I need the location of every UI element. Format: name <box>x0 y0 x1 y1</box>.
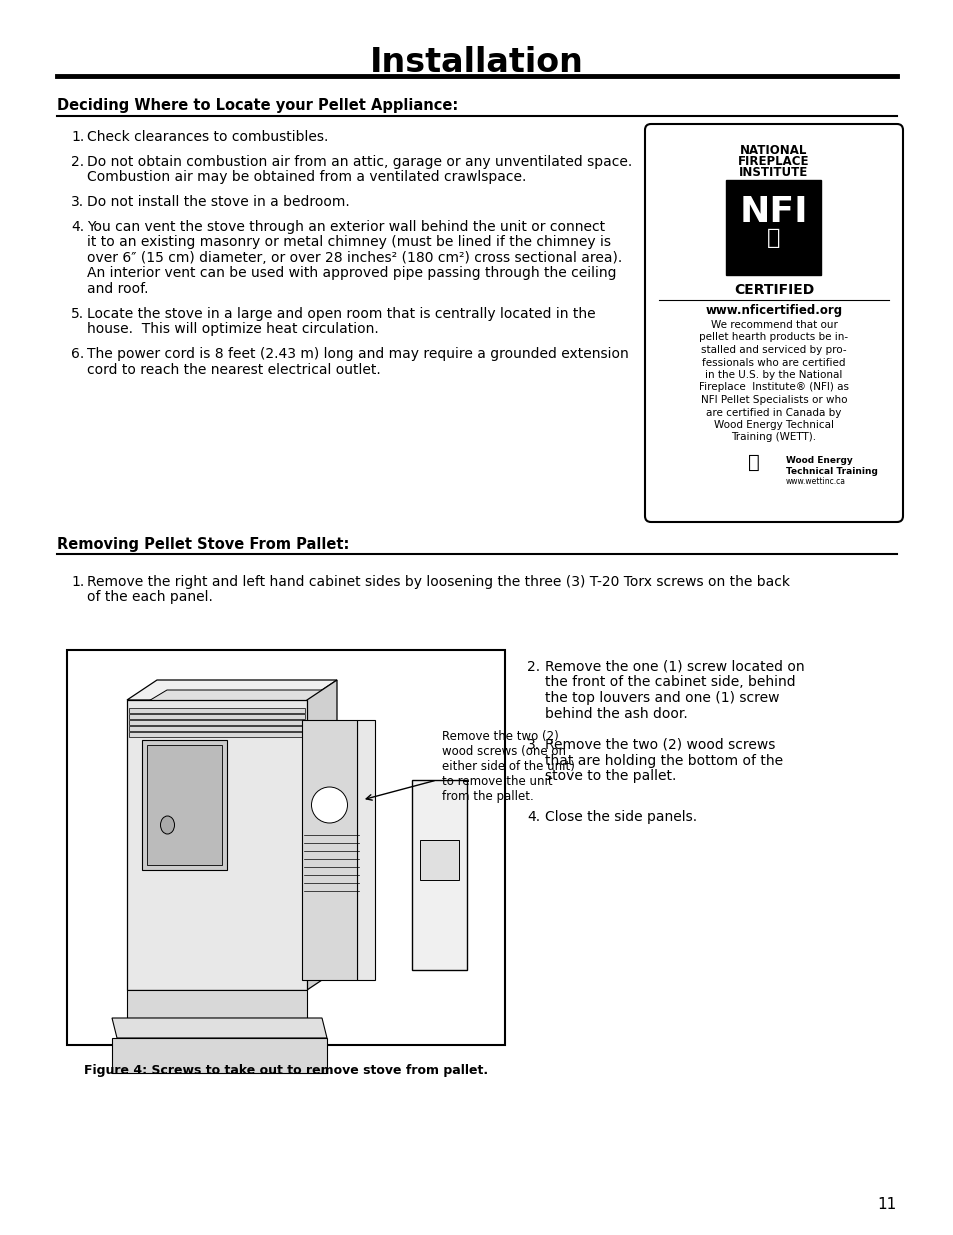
Text: it to an existing masonry or metal chimney (must be lined if the chimney is: it to an existing masonry or metal chimn… <box>87 236 610 249</box>
Text: in the U.S. by the National: in the U.S. by the National <box>704 370 841 380</box>
Text: behind the ash door.: behind the ash door. <box>544 706 687 720</box>
Polygon shape <box>137 690 327 708</box>
Text: are certified in Canada by: are certified in Canada by <box>705 408 841 417</box>
Polygon shape <box>302 720 356 981</box>
Polygon shape <box>129 726 305 731</box>
Polygon shape <box>129 714 305 719</box>
Text: 4.: 4. <box>71 220 84 233</box>
Text: fessionals who are certified: fessionals who are certified <box>701 357 845 368</box>
Text: 2.: 2. <box>71 154 84 169</box>
Text: 🔥: 🔥 <box>766 228 780 248</box>
Text: 🔥: 🔥 <box>747 453 760 472</box>
Text: Do not install the stove in a bedroom.: Do not install the stove in a bedroom. <box>87 195 350 209</box>
Text: Installation: Installation <box>370 46 583 79</box>
Text: Technical Training: Technical Training <box>785 467 877 475</box>
Text: pellet hearth products be in-: pellet hearth products be in- <box>699 332 847 342</box>
Text: Deciding Where to Locate your Pellet Appliance:: Deciding Where to Locate your Pellet App… <box>57 98 457 112</box>
Text: Remove the two (2)
wood screws (one on
either side of the unit)
to remove the un: Remove the two (2) wood screws (one on e… <box>441 730 575 803</box>
Text: 4.: 4. <box>526 810 539 824</box>
Text: Remove the one (1) screw located on: Remove the one (1) screw located on <box>544 659 803 674</box>
Text: An interior vent can be used with approved pipe passing through the ceiling: An interior vent can be used with approv… <box>87 267 616 280</box>
Polygon shape <box>112 1037 327 1073</box>
Text: and roof.: and roof. <box>87 282 149 296</box>
Text: house.  This will optimize heat circulation.: house. This will optimize heat circulati… <box>87 322 378 336</box>
Bar <box>67 650 504 1045</box>
Text: Check clearances to combustibles.: Check clearances to combustibles. <box>87 130 328 144</box>
Polygon shape <box>127 700 307 990</box>
Text: 3.: 3. <box>526 739 539 752</box>
Text: NFI Pellet Specialists or who: NFI Pellet Specialists or who <box>700 395 846 405</box>
Polygon shape <box>142 740 227 869</box>
Text: 1.: 1. <box>71 130 84 144</box>
Text: FIREPLACE: FIREPLACE <box>738 156 809 168</box>
Polygon shape <box>129 720 305 725</box>
Circle shape <box>312 787 347 823</box>
Text: You can vent the stove through an exterior wall behind the unit or connect: You can vent the stove through an exteri… <box>87 220 604 233</box>
Text: 11: 11 <box>877 1197 896 1212</box>
Text: The power cord is 8 feet (2.43 m) long and may require a grounded extension: The power cord is 8 feet (2.43 m) long a… <box>87 347 628 361</box>
Text: 5.: 5. <box>71 306 84 321</box>
Text: Remove the two (2) wood screws: Remove the two (2) wood screws <box>544 739 775 752</box>
Text: We recommend that our: We recommend that our <box>710 320 837 330</box>
Polygon shape <box>112 1018 327 1037</box>
Text: 2.: 2. <box>526 659 539 674</box>
Text: NFI: NFI <box>739 195 807 228</box>
Text: the front of the cabinet side, behind: the front of the cabinet side, behind <box>544 676 795 689</box>
Text: of the each panel.: of the each panel. <box>87 590 213 604</box>
Bar <box>726 180 821 275</box>
Text: Removing Pellet Stove From Pallet:: Removing Pellet Stove From Pallet: <box>57 537 349 552</box>
Polygon shape <box>129 708 305 713</box>
Text: Wood Energy Technical: Wood Energy Technical <box>713 420 833 430</box>
Text: Fireplace  Institute® (NFI) as: Fireplace Institute® (NFI) as <box>699 383 848 393</box>
Text: Do not obtain combustion air from an attic, garage or any unventilated space.: Do not obtain combustion air from an att… <box>87 154 632 169</box>
Text: INSTITUTE: INSTITUTE <box>739 165 808 179</box>
Text: stalled and serviced by pro-: stalled and serviced by pro- <box>700 345 846 354</box>
Polygon shape <box>127 680 336 700</box>
Text: Combustion air may be obtained from a ventilated crawlspace.: Combustion air may be obtained from a ve… <box>87 170 526 184</box>
Text: www.nficertified.org: www.nficertified.org <box>704 304 841 317</box>
Polygon shape <box>129 732 305 737</box>
Text: Wood Energy: Wood Energy <box>785 456 852 466</box>
Text: 1.: 1. <box>71 576 84 589</box>
Ellipse shape <box>160 816 174 834</box>
Text: over 6″ (15 cm) diameter, or over 28 inches² (180 cm²) cross sectional area).: over 6″ (15 cm) diameter, or over 28 inc… <box>87 251 621 264</box>
FancyBboxPatch shape <box>644 124 902 522</box>
Text: Close the side panels.: Close the side panels. <box>544 810 697 824</box>
Text: www.wettinc.ca: www.wettinc.ca <box>785 477 845 487</box>
Text: 3.: 3. <box>71 195 84 209</box>
Text: CERTIFIED: CERTIFIED <box>733 283 813 296</box>
Polygon shape <box>412 781 467 969</box>
Polygon shape <box>127 990 307 1018</box>
Text: stove to the pallet.: stove to the pallet. <box>544 769 676 783</box>
Text: Figure 4: Screws to take out to remove stove from pallet.: Figure 4: Screws to take out to remove s… <box>84 1065 488 1077</box>
Text: Training (WETT).: Training (WETT). <box>731 432 816 442</box>
Polygon shape <box>147 745 222 864</box>
Text: cord to reach the nearest electrical outlet.: cord to reach the nearest electrical out… <box>87 363 380 377</box>
Text: 6.: 6. <box>71 347 84 361</box>
Polygon shape <box>356 720 375 981</box>
Polygon shape <box>307 680 336 990</box>
Text: the top louvers and one (1) screw: the top louvers and one (1) screw <box>544 692 779 705</box>
Text: Locate the stove in a large and open room that is centrally located in the: Locate the stove in a large and open roo… <box>87 306 595 321</box>
Text: that are holding the bottom of the: that are holding the bottom of the <box>544 753 782 767</box>
Text: Remove the right and left hand cabinet sides by loosening the three (3) T-20 Tor: Remove the right and left hand cabinet s… <box>87 576 789 589</box>
Text: NATIONAL: NATIONAL <box>740 144 807 157</box>
Polygon shape <box>419 840 458 881</box>
